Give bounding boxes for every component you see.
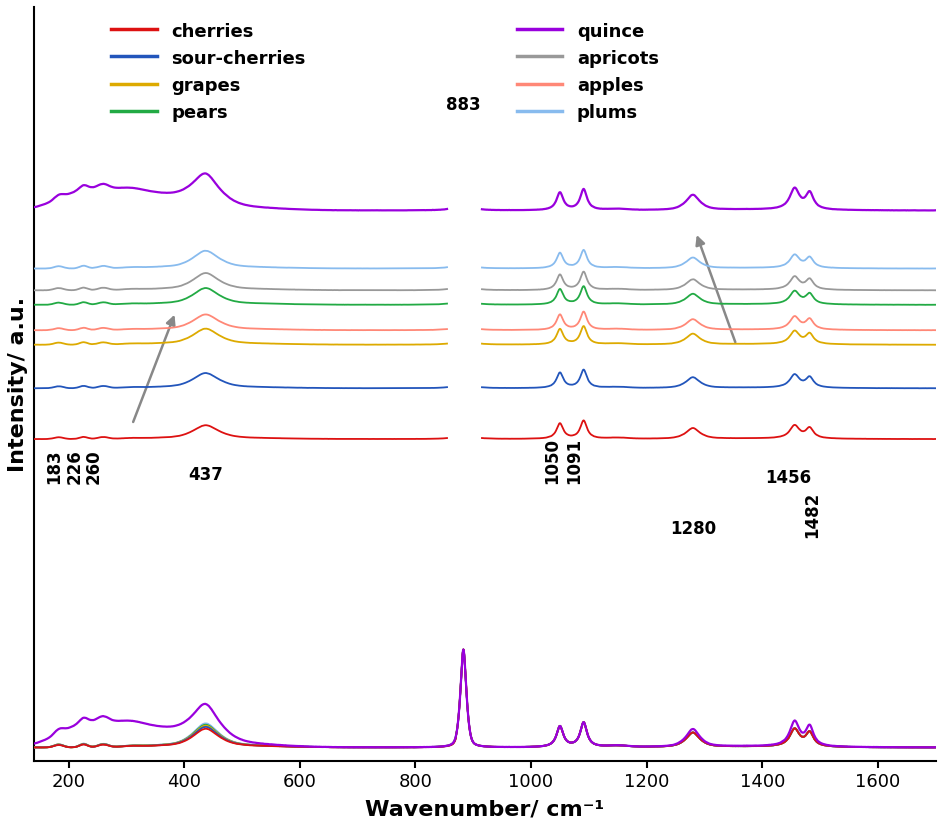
Text: 1280: 1280: [670, 519, 716, 538]
Text: 226: 226: [65, 448, 83, 483]
Text: 260: 260: [85, 448, 103, 483]
Text: 883: 883: [447, 95, 480, 113]
Text: 1456: 1456: [766, 469, 811, 486]
X-axis label: Wavenumber/ cm⁻¹: Wavenumber/ cm⁻¹: [365, 799, 604, 819]
Text: 183: 183: [45, 448, 63, 483]
Text: 437: 437: [188, 465, 223, 483]
Text: 1091: 1091: [565, 437, 583, 483]
Legend: quince, apricots, apples, plums: quince, apricots, apples, plums: [512, 17, 665, 127]
Text: 1050: 1050: [544, 437, 562, 483]
Y-axis label: Intensity/ a.u.: Intensity/ a.u.: [8, 297, 28, 472]
Text: 1482: 1482: [803, 491, 821, 538]
